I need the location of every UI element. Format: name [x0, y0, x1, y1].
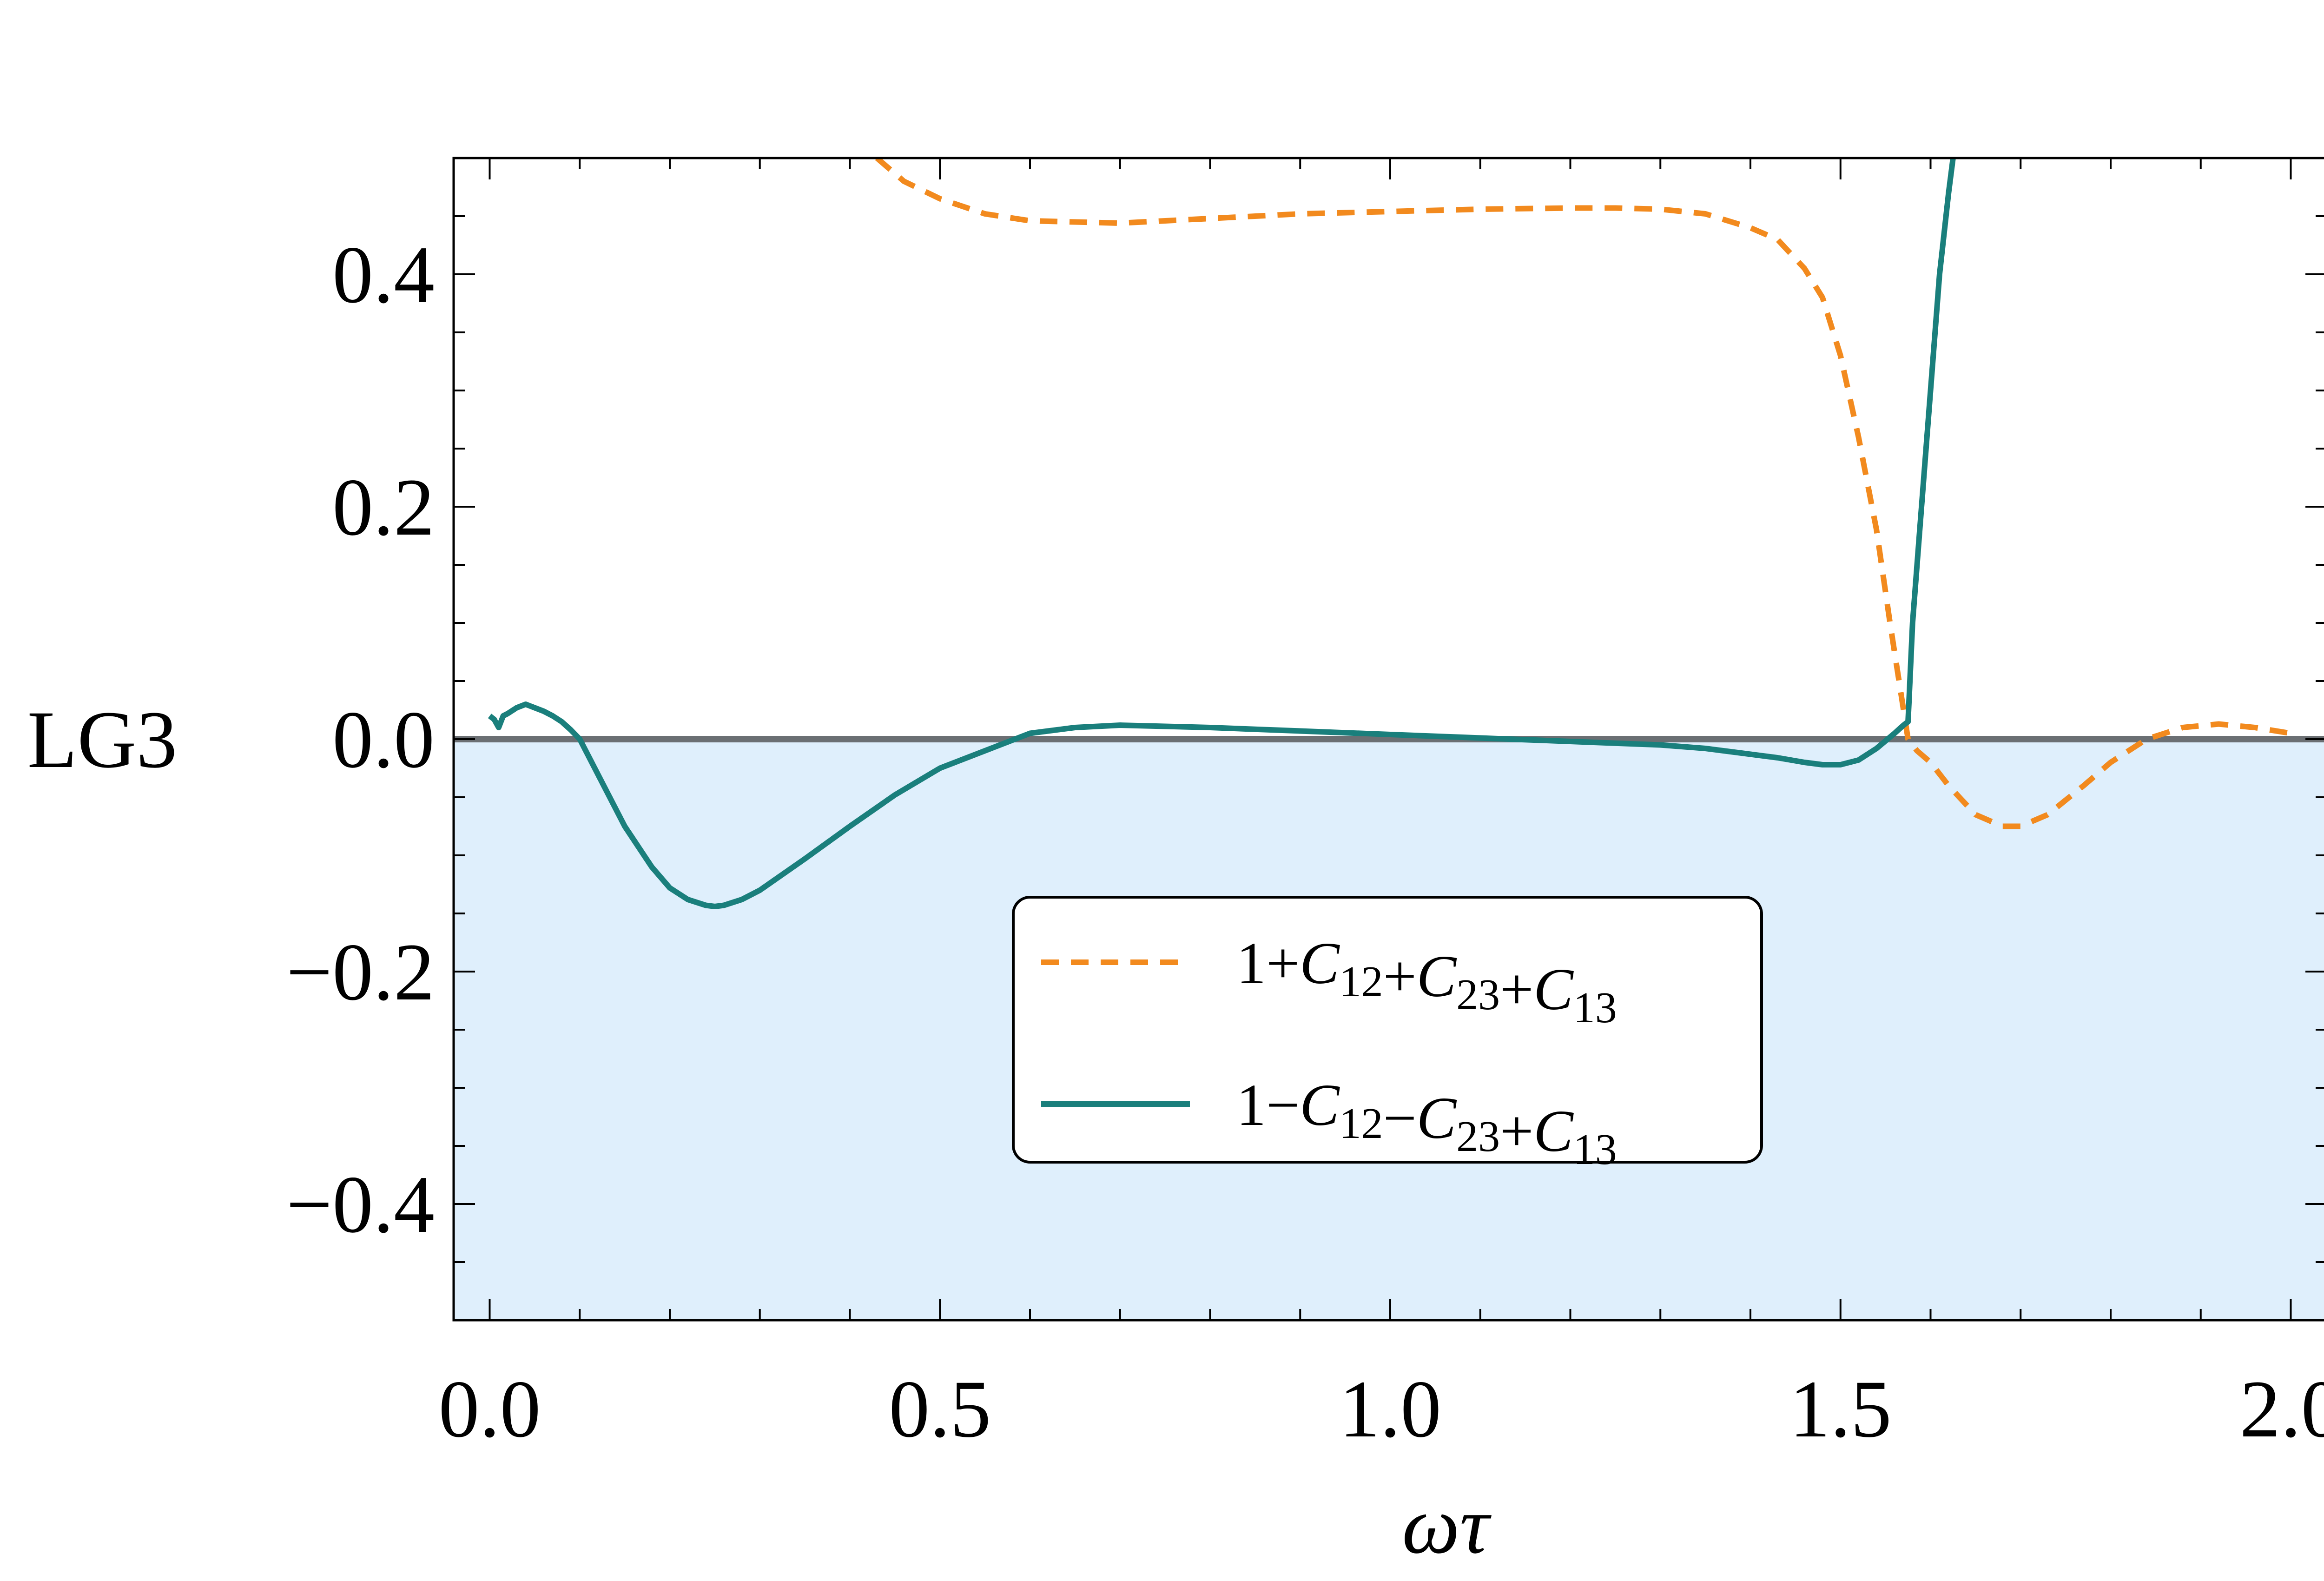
x-tick-label: 0.0 — [439, 1364, 541, 1455]
legend-operator: − — [1383, 1085, 1417, 1151]
legend-subscript: 12 — [1340, 1099, 1383, 1148]
tick-labels: 0.0 0.5 1.0 1.5 2.0 0.4 0.2 0.0 −0.2 −0.4 — [286, 230, 2324, 1455]
y-tick-label: 0.0 — [332, 695, 435, 785]
x-tick-label: 0.5 — [889, 1364, 991, 1455]
legend-label-2: 1−C12−C23+C13 — [1236, 1072, 1617, 1174]
series-group — [488, 158, 2291, 909]
series-line-1 — [875, 158, 2291, 829]
y-tick-label: 0.2 — [332, 462, 435, 553]
legend-subscript: 12 — [1340, 958, 1383, 1006]
legend-box — [1012, 896, 1763, 1164]
legend-operator: + — [1383, 943, 1417, 1009]
y-tick-label: 0.4 — [332, 230, 435, 320]
legend-label-1: 1+C12+C23+C13 — [1236, 930, 1617, 1032]
legend-subscript: 23 — [1456, 971, 1500, 1019]
y-tick-label: −0.4 — [286, 1159, 435, 1250]
y-axis-label: LG3 — [27, 695, 178, 785]
legend-subscript: 13 — [1573, 984, 1617, 1032]
x-axis-label: ωτ — [1402, 1480, 1492, 1571]
legend-variable: C — [1533, 956, 1574, 1022]
axis-ticks — [454, 157, 2324, 1321]
legend-variable: C — [1417, 1085, 1457, 1151]
legend-operator: + — [1500, 1098, 1533, 1164]
legend-variable: C — [1533, 1098, 1574, 1164]
legend-operator: + — [1500, 956, 1533, 1022]
legend-subscript: 23 — [1456, 1112, 1500, 1161]
legend-variable: C — [1300, 930, 1340, 996]
y-tick-label: −0.2 — [286, 927, 435, 1018]
x-tick-label: 1.0 — [1339, 1364, 1441, 1455]
legend-operator: 1− — [1236, 1072, 1300, 1138]
legend-operator: 1+ — [1236, 930, 1300, 996]
legend-subscript: 13 — [1573, 1125, 1617, 1174]
x-tick-label: 2.0 — [2240, 1364, 2324, 1455]
legend-variable: C — [1417, 943, 1457, 1009]
series-line-2 — [488, 158, 1956, 909]
x-tick-label: 1.5 — [1789, 1364, 1892, 1455]
legend-variable: C — [1300, 1072, 1340, 1138]
